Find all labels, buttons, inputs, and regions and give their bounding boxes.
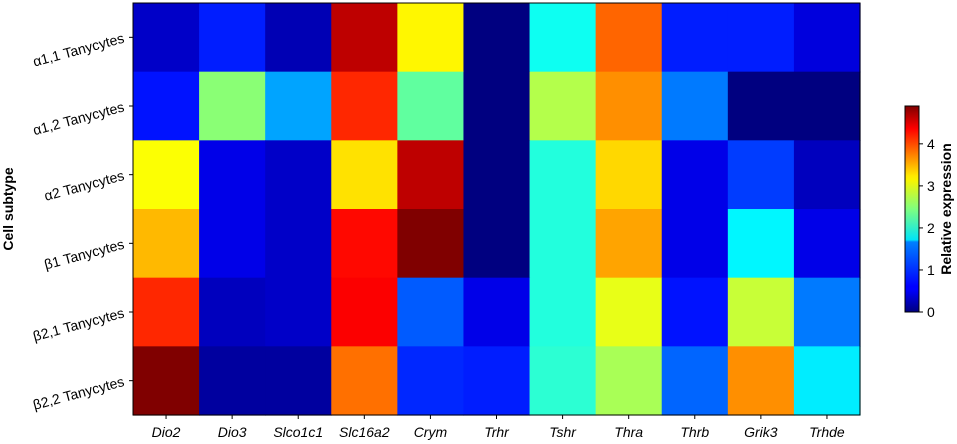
heatmap-cell [463, 346, 531, 416]
heatmap-cell [133, 3, 200, 73]
colorbar-tick-label: 2 [927, 220, 935, 236]
heatmap-cell [265, 140, 332, 210]
y-tick-label: β2,2 Tanycytes [31, 373, 126, 413]
heatmap-cell [331, 3, 398, 73]
heatmap-cell [661, 71, 729, 141]
heatmap-cell [661, 3, 729, 73]
heatmap-cell [265, 3, 332, 73]
heatmap-cell [793, 3, 861, 73]
heatmap-cell [397, 3, 465, 73]
heatmap-cell [331, 209, 398, 279]
y-tick-label: α2 Tanycytes [42, 167, 125, 204]
heatmap-cell [595, 140, 663, 210]
x-tick-label: Tshr [549, 424, 577, 440]
heatmap-cell [793, 140, 861, 210]
x-tick-label: Trhde [809, 424, 845, 440]
heatmap-cell [595, 209, 663, 279]
y-tick-label: α1,2 Tanycytes [31, 98, 126, 138]
heatmap-cell [133, 277, 200, 347]
y-tick-label: β2,1 Tanycytes [31, 304, 126, 344]
x-tick-label: Grik3 [744, 424, 778, 440]
heatmap-cell [529, 346, 597, 416]
heatmap-cell [661, 209, 729, 279]
x-tick-label: Crym [414, 424, 448, 440]
heatmap-cell [265, 209, 332, 279]
y-tick-label: α1,1 Tanycytes [31, 30, 126, 70]
heatmap-cell [133, 346, 200, 416]
heatmap-cell [661, 346, 729, 416]
heatmap-cell [397, 209, 465, 279]
heatmap-cell [331, 346, 398, 416]
heatmap-cell [265, 71, 332, 141]
heatmap-cell [133, 71, 200, 141]
x-tick-label: Trhr [484, 424, 510, 440]
heatmap-cell [463, 3, 531, 73]
heatmap-cell [199, 140, 266, 210]
x-tick-label: Dio3 [218, 424, 247, 440]
heatmap-cell [331, 140, 398, 210]
heatmap-cell [397, 71, 465, 141]
heatmap-cell [595, 71, 663, 141]
colorbar-tick-label: 3 [927, 178, 935, 194]
colorbar-tick-label: 0 [927, 304, 935, 320]
heatmap-cell [793, 209, 861, 279]
heatmap-cell [265, 277, 332, 347]
heatmap-cells [133, 3, 861, 416]
heatmap-cell [661, 277, 729, 347]
heatmap-cell [529, 140, 597, 210]
heatmap-cell [133, 209, 200, 279]
heatmap-cell [727, 209, 795, 279]
heatmap-cell [463, 71, 531, 141]
heatmap-cell [133, 140, 200, 210]
heatmap-cell [529, 277, 597, 347]
heatmap-cell [463, 140, 531, 210]
heatmap-cell [595, 277, 663, 347]
x-tick-label: Slco1c1 [273, 424, 323, 440]
heatmap-cell [793, 71, 861, 141]
heatmap-cell [199, 71, 266, 141]
heatmap-cell [397, 277, 465, 347]
heatmap-cell [727, 277, 795, 347]
colorbar-label: Relative expression [938, 143, 954, 275]
colorbar-tick-label: 4 [927, 136, 935, 152]
heatmap-cell [529, 71, 597, 141]
heatmap-cell [397, 346, 465, 416]
colorbar-tick-label: 1 [927, 262, 935, 278]
heatmap-cell [793, 346, 861, 416]
x-tick-label: Thrb [680, 424, 709, 440]
heatmap-cell [463, 209, 531, 279]
heatmap-cell [727, 346, 795, 416]
heatmap-cell [595, 346, 663, 416]
heatmap-cell [331, 277, 398, 347]
heatmap-cell [727, 140, 795, 210]
x-tick-label: Dio2 [152, 424, 181, 440]
heatmap-cell [199, 346, 266, 416]
x-tick-label: Slc16a2 [339, 424, 390, 440]
heatmap-cell [199, 209, 266, 279]
y-axis-label: Cell subtype [0, 167, 16, 250]
heatmap-cell [331, 71, 398, 141]
heatmap-cell [463, 277, 531, 347]
heatmap-cell [397, 140, 465, 210]
y-tick-label: β1 Tanycytes [42, 236, 125, 273]
heatmap-cell [595, 3, 663, 73]
heatmap-cell [529, 209, 597, 279]
x-tick-label: Thra [614, 424, 643, 440]
heatmap-cell [199, 3, 266, 73]
heatmap-cell [529, 3, 597, 73]
heatmap-cell [661, 140, 729, 210]
heatmap-cell [199, 277, 266, 347]
colorbar: 0 1 2 3 4 [904, 105, 935, 320]
heatmap-cell [727, 71, 795, 141]
colorbar-gradient [904, 105, 920, 313]
heatmap-cell [793, 277, 861, 347]
heatmap-cell [265, 346, 332, 416]
heatmap-cell [727, 3, 795, 73]
